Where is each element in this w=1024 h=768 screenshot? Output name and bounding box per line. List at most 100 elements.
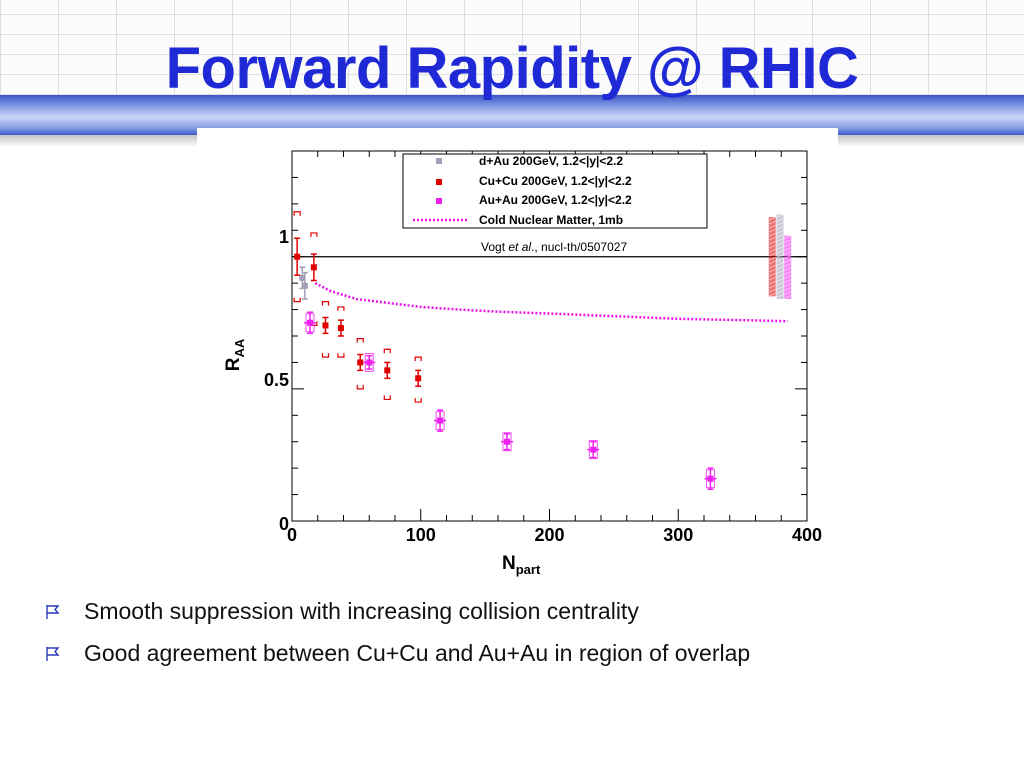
bullet-text: Smooth suppression with increasing colli… [84,598,639,624]
data-point [384,367,391,374]
global-error-hatch [784,263,792,267]
y-tick-label: 0 [279,514,289,534]
bullet-item: Good agreement between Cu+Cu and Au+Au i… [44,638,1004,668]
flag-bullet-icon [46,647,60,661]
data-points-group [293,211,717,491]
global-error-hatch [784,275,792,279]
global-error-hatch [776,270,784,274]
systematic-bracket-down [293,297,301,303]
legend-label-dau: d+Au 200GeV, 1.2<|y|<2.2 [479,154,623,168]
global-error-hatch [768,224,776,229]
global-error-hatch [776,214,784,218]
systematic-bracket-down [337,353,345,358]
global-error-hatch [776,254,784,258]
global-error-hatch [784,255,792,259]
global-error-hatch [768,284,776,289]
systematic-bracket-down [321,353,330,358]
global-error-hatch [776,262,784,266]
global-error-hatch [768,288,776,293]
data-point [415,375,422,382]
global-error-hatch [776,226,784,230]
global-error-hatch [776,238,784,242]
y-tick-label: 0.5 [264,370,289,390]
global-error-hatch [784,235,792,239]
global-error-hatch [784,291,792,295]
x-tick-label: 200 [534,525,564,545]
systematic-box [305,313,315,333]
x-tick-label: 300 [663,525,693,545]
bullet-item: Smooth suppression with increasing colli… [44,596,1004,626]
global-error-hatch [784,295,792,299]
systematic-box [435,411,445,431]
systematic-bracket-up [356,338,364,343]
legend-marker-dau [436,158,442,164]
data-point [294,253,301,260]
legend-marker-cucu [436,179,442,185]
data-point [337,325,344,332]
legend-label-cucu: Cu+Cu 200GeV, 1.2<|y|<2.2 [479,174,632,188]
vogt-annotation: Vogt et al., nucl-th/0507027 [481,240,627,254]
global-error-hatch [776,294,784,298]
systematic-bracket-up [383,348,391,354]
global-error-box [768,217,776,297]
systematic-box [502,432,512,452]
global-error-hatch [768,268,776,273]
cnm-curve-group [314,282,788,323]
global-error-hatch [776,222,784,226]
global-error-hatch [768,276,776,281]
systematic-bracket-up [414,356,422,362]
y-tick-label: 1 [279,227,289,247]
systematic-bracket-up [310,232,318,237]
global-error-hatch [768,220,776,225]
systematic-box [364,352,374,372]
global-error-hatch [768,280,776,285]
global-error-hatch [784,267,792,271]
raa-chart: 0 100 200 300 400 0 0.5 1 Npart RAA d+Au… [223,150,822,577]
global-error-hatch [776,274,784,278]
legend: d+Au 200GeV, 1.2<|y|<2.2 Cu+Cu 200GeV, 1… [402,153,708,229]
global-error-hatch [776,258,784,262]
global-error-hatch [776,250,784,254]
global-error-hatch [768,260,776,265]
header-background [0,0,1024,95]
slide-title: Forward Rapidity @ RHIC [165,36,859,101]
x-axis-label: Npart [502,553,541,577]
global-error-hatch [768,272,776,277]
data-point [307,319,314,326]
systematic-box [588,440,598,460]
global-error-hatch [776,290,784,294]
systematic-bracket-down [356,384,364,390]
global-error-hatch [768,264,776,269]
legend-marker-auau [436,198,442,204]
systematic-bracket-down [414,398,422,403]
data-point [299,274,306,281]
data-point [504,438,511,445]
global-error-hatch [776,234,784,238]
global-error-hatch [784,251,792,255]
systematic-bracket-up [293,211,301,216]
global-error-hatch [784,279,792,283]
global-error-hatch [784,239,792,243]
legend-label-auau: Au+Au 200GeV, 1.2<|y|<2.2 [479,193,632,207]
x-tick-label: 100 [406,525,436,545]
data-point [301,282,308,289]
systematic-bracket-up [337,306,345,311]
global-error-hatch [768,236,776,241]
global-error-hatch [768,252,776,257]
cnm-curve [314,282,788,323]
flag-bullet-icon [46,605,60,619]
data-point [590,446,597,453]
global-error-hatch [768,292,776,297]
global-error-hatch [784,271,792,275]
global-error-hatch [784,243,792,247]
data-point [310,264,317,271]
global-error-group [768,214,792,299]
global-error-hatch [776,230,784,234]
global-error-hatch [784,259,792,263]
systematic-bracket-down [383,395,391,401]
global-error-hatch [784,283,792,287]
data-point [707,475,714,482]
global-error-box [776,214,784,299]
data-point [322,322,329,329]
global-error-hatch [768,216,776,221]
